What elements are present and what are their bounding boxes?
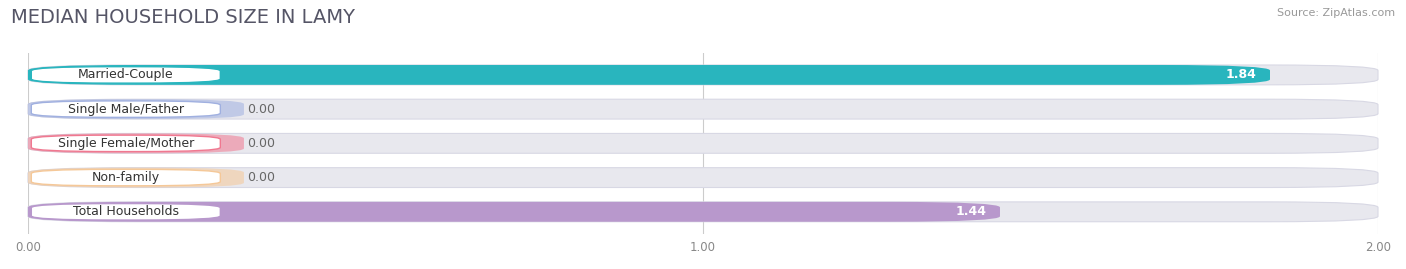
FancyBboxPatch shape xyxy=(28,168,245,187)
Text: 1.84: 1.84 xyxy=(1226,68,1257,82)
FancyBboxPatch shape xyxy=(31,101,221,117)
FancyBboxPatch shape xyxy=(31,67,221,83)
Text: 0.00: 0.00 xyxy=(247,171,276,184)
FancyBboxPatch shape xyxy=(28,202,1000,222)
FancyBboxPatch shape xyxy=(28,65,1270,85)
Text: 0.00: 0.00 xyxy=(247,137,276,150)
Text: 1.44: 1.44 xyxy=(956,205,987,218)
FancyBboxPatch shape xyxy=(28,99,245,119)
FancyBboxPatch shape xyxy=(28,168,1378,187)
FancyBboxPatch shape xyxy=(31,204,221,220)
FancyBboxPatch shape xyxy=(28,133,245,153)
Text: Source: ZipAtlas.com: Source: ZipAtlas.com xyxy=(1277,8,1395,18)
Text: MEDIAN HOUSEHOLD SIZE IN LAMY: MEDIAN HOUSEHOLD SIZE IN LAMY xyxy=(11,8,356,27)
Text: Single Male/Father: Single Male/Father xyxy=(67,103,184,116)
FancyBboxPatch shape xyxy=(28,133,1378,153)
FancyBboxPatch shape xyxy=(31,135,221,151)
Text: 0.00: 0.00 xyxy=(247,103,276,116)
Text: Non-family: Non-family xyxy=(91,171,160,184)
FancyBboxPatch shape xyxy=(28,65,1378,85)
FancyBboxPatch shape xyxy=(31,169,221,186)
FancyBboxPatch shape xyxy=(28,202,1378,222)
FancyBboxPatch shape xyxy=(28,99,1378,119)
Text: Total Households: Total Households xyxy=(73,205,179,218)
Text: Single Female/Mother: Single Female/Mother xyxy=(58,137,194,150)
Text: Married-Couple: Married-Couple xyxy=(77,68,173,82)
